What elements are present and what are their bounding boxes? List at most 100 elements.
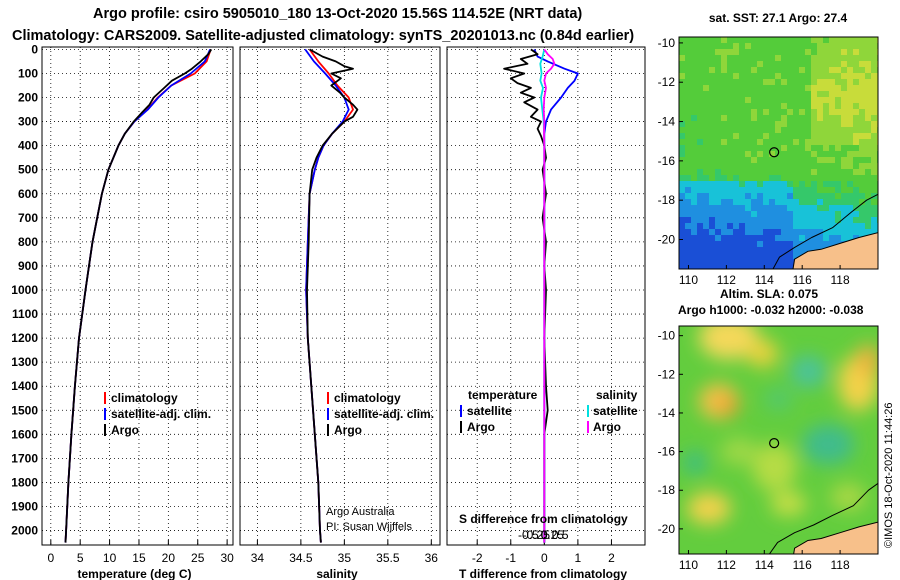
sst-cell: [763, 175, 769, 181]
sst-cell: [793, 235, 799, 241]
sst-cell: [781, 229, 787, 235]
sst-cell: [751, 235, 757, 241]
sst-cell: [691, 67, 697, 73]
sst-cell: [697, 91, 703, 97]
sst-cell: [775, 175, 781, 181]
sst-cell: [859, 103, 865, 109]
sst-cell: [769, 109, 775, 115]
sst-cell: [853, 133, 859, 139]
sst-cell: [751, 157, 757, 163]
sst-cell: [805, 217, 811, 223]
sst-cell: [733, 199, 739, 205]
sst-cell: [865, 85, 871, 91]
sst-cell: [697, 61, 703, 67]
sst-cell: [697, 265, 703, 269]
sst-cell: [799, 145, 805, 151]
sst-cell: [805, 181, 811, 187]
sst-cell: [871, 217, 877, 223]
sst-cell: [799, 55, 805, 61]
sst-cell: [793, 211, 799, 217]
y-tick-label: -12: [658, 367, 676, 381]
sst-cell: [727, 61, 733, 67]
sst-cell: [685, 223, 691, 229]
sst-cell: [739, 55, 745, 61]
sst-cell: [817, 85, 823, 91]
sst-cell: [829, 43, 835, 49]
sst-cell: [751, 217, 757, 223]
sst-cell: [751, 133, 757, 139]
sst-cell: [691, 169, 697, 175]
sst-cell: [715, 121, 721, 127]
sst-cell: [859, 67, 865, 73]
sst-cell: [751, 247, 757, 253]
sst-cell: [859, 43, 865, 49]
sst-cell: [727, 253, 733, 259]
sst-cell: [799, 73, 805, 79]
sst-cell: [871, 97, 877, 103]
sst-cell: [709, 133, 715, 139]
y-tick-label: 0: [31, 42, 38, 56]
sst-cell: [709, 265, 715, 269]
sla-blob: [790, 355, 827, 388]
sst-cell: [757, 43, 763, 49]
sst-cell: [823, 205, 829, 211]
sst-cell: [775, 181, 781, 187]
sst-cell: [745, 175, 751, 181]
sst-cell: [745, 61, 751, 67]
sst-cell: [835, 85, 841, 91]
sst-cell: [721, 253, 727, 259]
sst-cell: [763, 211, 769, 217]
sst-cell: [775, 211, 781, 217]
sst-cell: [835, 151, 841, 157]
sst-cell: [811, 217, 817, 223]
sst-cell: [685, 133, 691, 139]
sst-cell: [745, 103, 751, 109]
sst-cell: [757, 115, 763, 121]
sst-cell: [847, 67, 853, 73]
sst-cell: [745, 163, 751, 169]
sst-cell: [817, 169, 823, 175]
sst-cell: [703, 253, 709, 259]
sst-cell: [829, 241, 835, 247]
sst-cell: [751, 241, 757, 247]
sst-cell: [709, 157, 715, 163]
x-tick-label: 35.5: [376, 551, 400, 565]
sst-cell: [865, 97, 871, 103]
sst-cell: [817, 55, 823, 61]
sst-cell: [829, 229, 835, 235]
sst-cell: [739, 49, 745, 55]
sst-cell: [739, 67, 745, 73]
x-tick-label: 2: [608, 551, 615, 565]
sst-cell: [679, 109, 685, 115]
sst-cell: [775, 91, 781, 97]
sst-cell: [823, 49, 829, 55]
sst-cell: [751, 55, 757, 61]
sst-cell: [805, 49, 811, 55]
sst-cell: [787, 211, 793, 217]
sst-cell: [811, 175, 817, 181]
sst-cell: [811, 43, 817, 49]
sst-cell: [733, 181, 739, 187]
sst-cell: [703, 139, 709, 145]
sst-cell: [697, 211, 703, 217]
sst-cell: [781, 121, 787, 127]
sst-cell: [871, 127, 877, 133]
sst-cell: [685, 61, 691, 67]
sst-cell: [679, 217, 685, 223]
sst-cell: [691, 145, 697, 151]
sst-cell: [793, 181, 799, 187]
sst-cell: [853, 73, 859, 79]
sst-cell: [769, 91, 775, 97]
sst-cell: [781, 217, 787, 223]
sst-cell: [733, 217, 739, 223]
sst-cell: [793, 175, 799, 181]
sst-cell: [829, 55, 835, 61]
sst-cell: [841, 175, 847, 181]
x-tick-label: 110: [679, 558, 698, 572]
sst-cell: [871, 211, 877, 217]
sst-cell: [697, 199, 703, 205]
sst-cell: [733, 235, 739, 241]
sst-cell: [823, 43, 829, 49]
y-tick-label: -12: [658, 75, 676, 89]
sst-cell: [823, 103, 829, 109]
